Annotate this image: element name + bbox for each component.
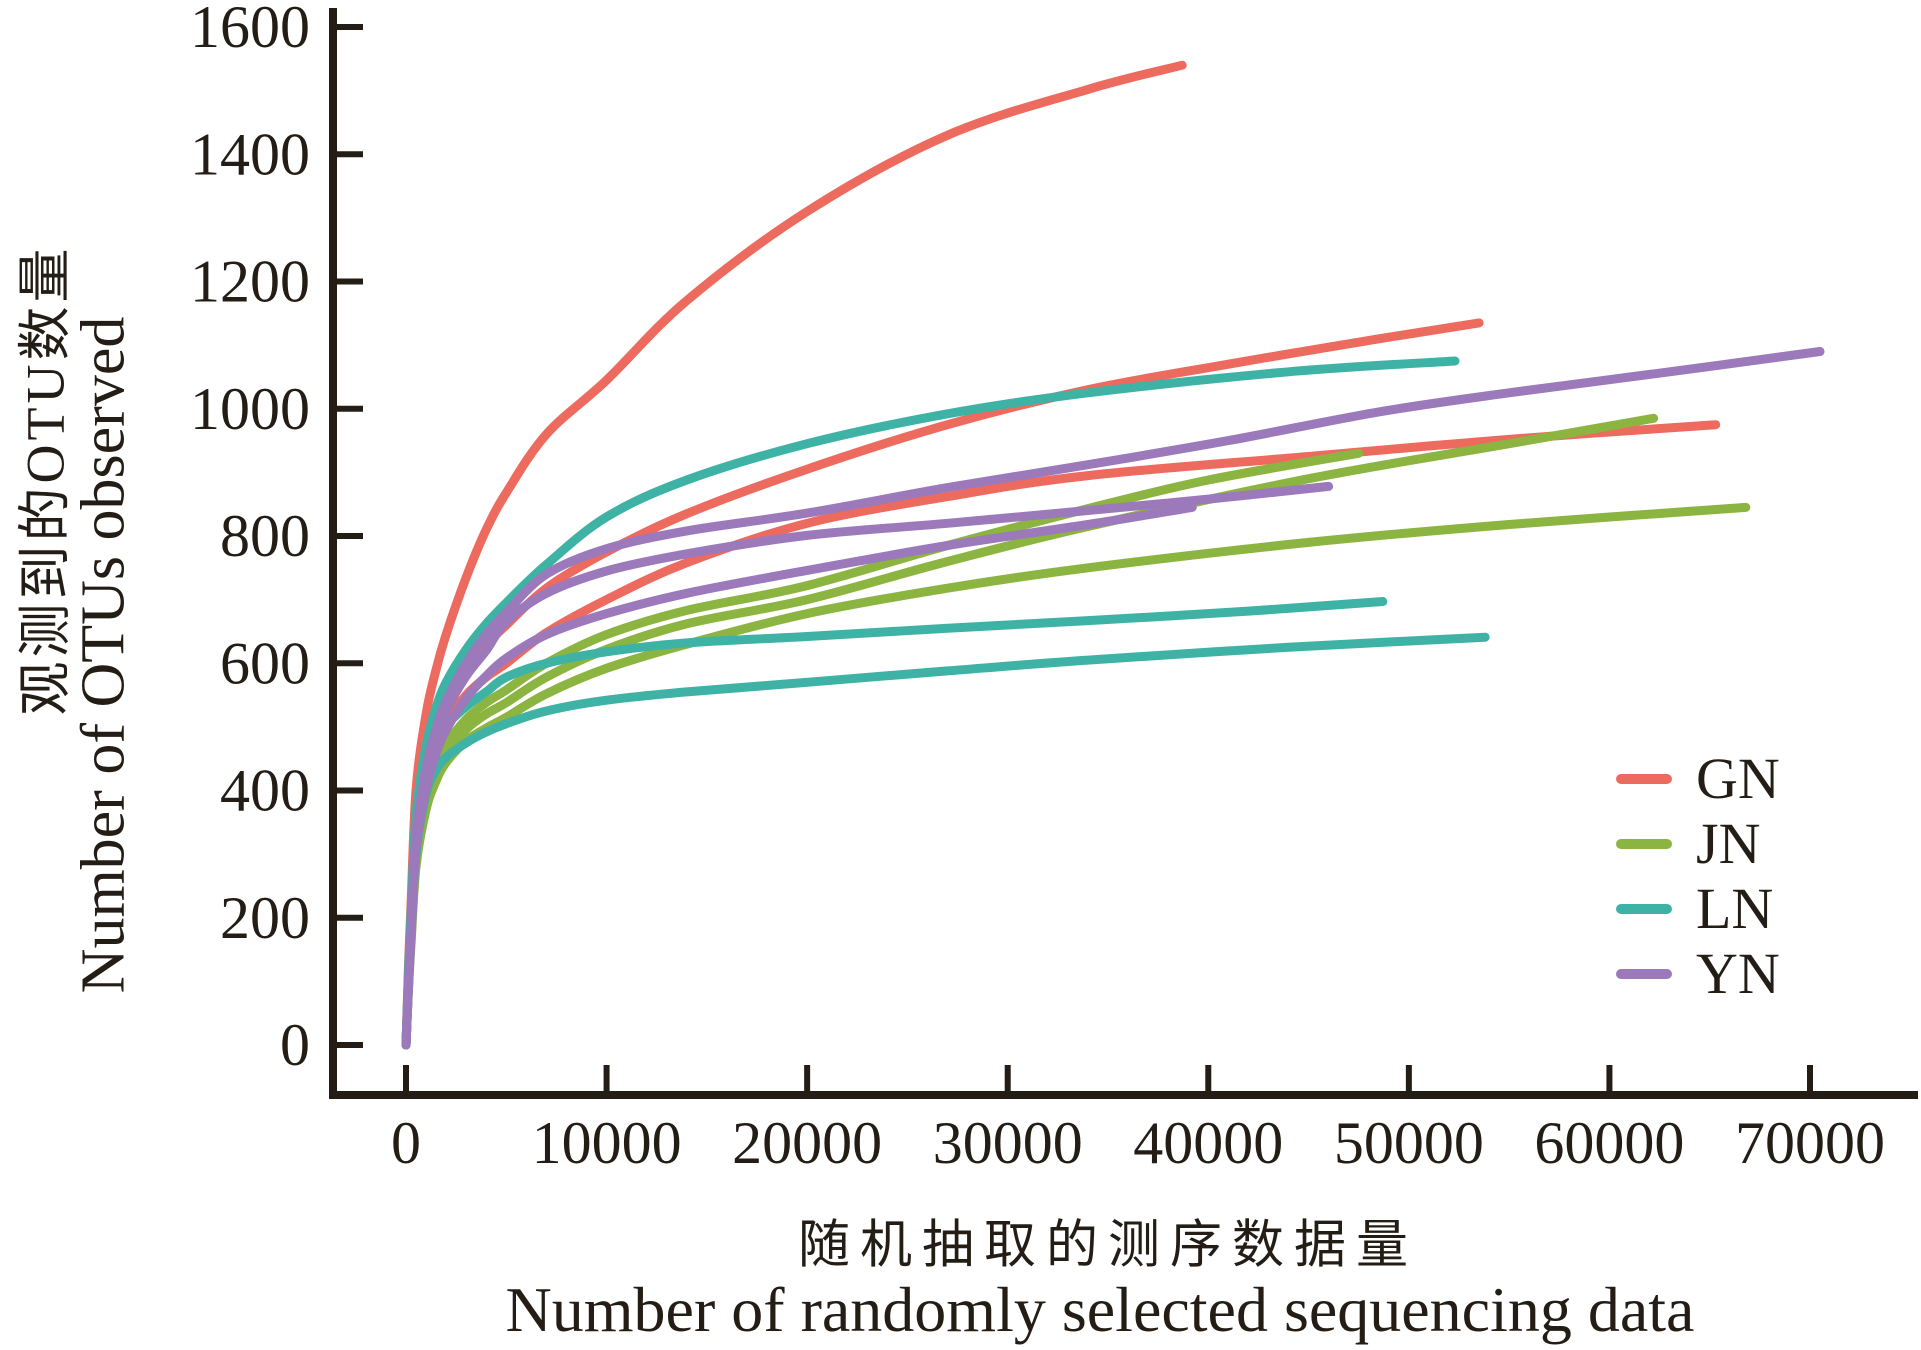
x-axis-tick-label: 0 (391, 1110, 421, 1176)
series-line-JN-1 (401, 448, 1364, 1050)
y-axis-tick-label: 600 (220, 630, 310, 696)
y-axis-tick-label: 1000 (190, 376, 310, 442)
legend-swatch-yn (1616, 968, 1672, 979)
legend-item-yn: YN (1616, 941, 1780, 1006)
y-axis-tick-label: 1400 (190, 121, 310, 187)
legend-label-ln: LN (1696, 875, 1774, 941)
legend-swatch-jn (1616, 838, 1672, 849)
x-axis-tick-label: 20000 (732, 1110, 882, 1176)
series-line-YN-3 (401, 502, 1197, 1050)
y-axis-tick-label: 400 (220, 758, 310, 824)
x-axis-tick-label: 10000 (532, 1110, 682, 1176)
x-axis-tick-label: 30000 (933, 1110, 1083, 1176)
legend-label-gn: GN (1696, 745, 1780, 811)
x-axis-title-zh: 随机抽取的测序数据量 (797, 1217, 1419, 1275)
legend: GN JN LN YN (1616, 746, 1780, 1006)
legend-item-jn: JN (1616, 811, 1780, 876)
y-axis-tick-label: 800 (220, 503, 310, 569)
y-axis-title-en: Number of OTUs observed (69, 316, 138, 994)
y-axis-tick-label: 1200 (190, 249, 310, 315)
y-axis-tick-label: 200 (220, 885, 310, 951)
x-axis-title-en: Number of randomly selected sequencing d… (505, 1274, 1695, 1345)
series-line-LN-3 (401, 632, 1490, 1050)
series-line-LN-2 (401, 597, 1388, 1050)
legend-swatch-gn (1616, 773, 1672, 784)
y-axis-tick-label: 1600 (190, 0, 310, 60)
series-line-GN-1 (401, 60, 1187, 1050)
legend-item-gn: GN (1616, 746, 1780, 811)
legend-label-jn: JN (1696, 810, 1761, 876)
legend-item-ln: LN (1616, 876, 1780, 941)
x-axis-tick-label: 60000 (1534, 1110, 1684, 1176)
y-axis-tick-label: 0 (280, 1012, 310, 1078)
x-axis-tick-label: 70000 (1735, 1110, 1885, 1176)
legend-label-yn: YN (1696, 940, 1780, 1006)
series-line-JN-3 (401, 502, 1751, 1050)
x-axis-tick-label: 50000 (1334, 1110, 1484, 1176)
legend-swatch-ln (1616, 903, 1672, 914)
x-axis-tick-label: 40000 (1133, 1110, 1283, 1176)
